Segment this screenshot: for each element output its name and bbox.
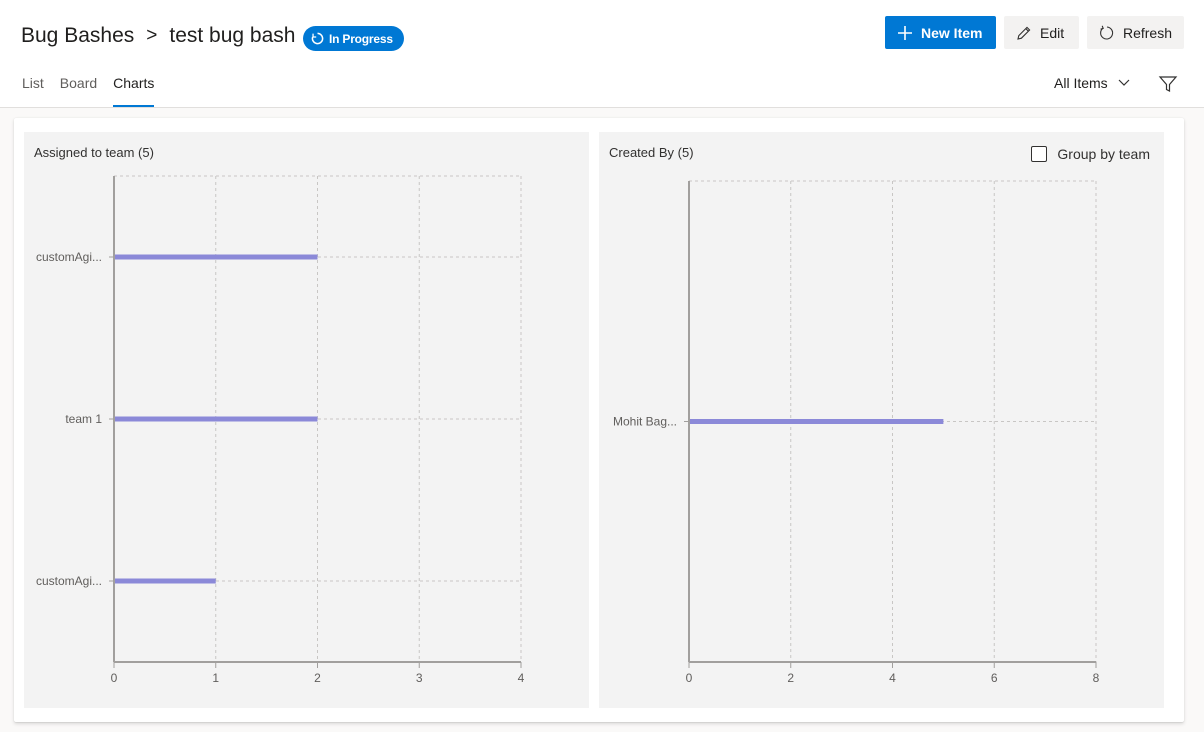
group-by-team-label: Group by team: [1057, 146, 1150, 162]
checkbox-box[interactable]: [1031, 146, 1048, 162]
status-badge: In Progress: [303, 26, 404, 51]
filter-icon[interactable]: [1158, 74, 1178, 94]
x-tick-label: 2: [314, 671, 321, 685]
new-item-label: New Item: [921, 24, 983, 41]
created-by-chart: 0 2 4 6 8 Mohit Bag...: [613, 180, 1100, 685]
y-category-label: team 1: [65, 412, 102, 426]
grid: [684, 180, 1097, 668]
filter-dropdown-label: All Items: [1054, 75, 1108, 91]
y-category-label: customAgi...: [36, 574, 102, 588]
tab-charts[interactable]: Charts: [113, 75, 155, 107]
refresh-label: Refresh: [1122, 24, 1172, 41]
x-tick-label: 8: [1093, 671, 1100, 685]
plus-icon: [898, 25, 912, 40]
x-tick-label: 0: [111, 671, 118, 685]
view-tabs: List Board Charts: [22, 75, 170, 107]
bar[interactable]: [114, 578, 216, 584]
grid: [109, 175, 522, 668]
bar[interactable]: [114, 254, 318, 260]
bar[interactable]: [114, 416, 318, 422]
breadcrumb: Bug Bashes > test bug bash: [21, 24, 295, 48]
tab-board[interactable]: Board: [59, 75, 98, 91]
y-category-label: customAgi...: [36, 250, 102, 264]
edit-label: Edit: [1040, 24, 1065, 41]
assigned-to-team-chart: 0 1 2 3 4 customAgi... team 1 customAgi...: [36, 175, 525, 685]
created-by-chart-panel: Created By (5) Group by team 0 2 4 6 8 Mohit …: [599, 132, 1164, 708]
breadcrumb-root[interactable]: Bug Bashes: [21, 24, 135, 47]
group-by-team-checkbox[interactable]: Group by team: [1031, 146, 1150, 162]
x-tick-label: 0: [686, 671, 693, 685]
x-tick-label: 1: [212, 671, 219, 685]
chart-title: Created By (5): [609, 145, 694, 160]
x-tick-label: 3: [416, 671, 423, 685]
pencil-icon: [1017, 26, 1031, 40]
refresh-icon: [1100, 25, 1114, 39]
chevron-down-icon: [1118, 79, 1130, 86]
x-tick-label: 2: [787, 671, 794, 685]
bar[interactable]: [689, 419, 944, 424]
charts-card: Assigned to team (5) 0 1 2 3 4 customAgi... te…: [14, 118, 1184, 722]
refresh-button[interactable]: Refresh: [1087, 16, 1184, 49]
edit-button[interactable]: Edit: [1004, 16, 1079, 49]
x-tick-label: 6: [991, 671, 998, 685]
breadcrumb-current: test bug bash: [169, 24, 296, 47]
x-tick-label: 4: [518, 671, 525, 685]
new-item-button[interactable]: New Item: [885, 16, 996, 49]
items-filter-dropdown[interactable]: All Items: [1054, 75, 1130, 91]
y-category-label: Mohit Bag...: [613, 415, 677, 429]
x-tick-label: 4: [889, 671, 896, 685]
status-label: In Progress: [329, 31, 393, 46]
breadcrumb-separator: >: [146, 25, 158, 46]
assigned-to-team-chart-panel: Assigned to team (5) 0 1 2 3 4 customAgi... te…: [24, 132, 589, 708]
chart-title: Assigned to team (5): [34, 145, 154, 160]
tab-list[interactable]: List: [22, 75, 44, 91]
progress-icon: [311, 32, 324, 45]
page-header: Bug Bashes > test bug bash In Progress N…: [0, 0, 1204, 108]
